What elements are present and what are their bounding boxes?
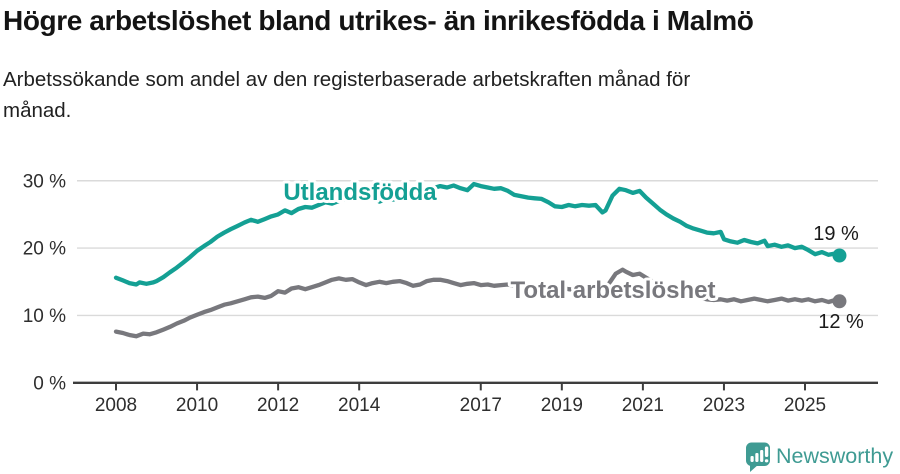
series-end-value-label: 19 % — [813, 223, 859, 245]
bar-chart-speech-bubble-icon — [746, 442, 770, 472]
x-tick-label: 2021 — [622, 395, 664, 416]
x-tick-label: 2017 — [460, 395, 502, 416]
gridlines — [77, 180, 878, 317]
series-end-value-label: 12 % — [818, 311, 864, 333]
series-end-dots — [832, 248, 847, 309]
series-lines — [113, 181, 842, 339]
series-name-label: Utlandsfödda — [283, 179, 437, 206]
y-tick-label: 10 % — [23, 306, 66, 327]
newsworthy-logo: Newsworthy — [746, 442, 893, 472]
y-tick-label: 20 % — [23, 239, 66, 260]
series-name-label: Total arbetslöshet — [511, 277, 716, 304]
x-tick-label: 2008 — [95, 395, 137, 416]
x-axis — [73, 381, 878, 391]
x-tick-label: 2025 — [784, 395, 826, 416]
brand-name: Newsworthy — [776, 444, 893, 468]
x-tick-label: 2019 — [541, 395, 583, 416]
series-end-dot — [832, 248, 847, 263]
y-axis-labels: 0 % 10 % 20 % 30 % — [23, 171, 66, 394]
x-axis-labels: 2008 2010 2012 2014 2017 2019 2021 2023 2025 — [95, 395, 826, 416]
end-value-labels: 19 % 12 % — [813, 223, 864, 333]
x-tick-label: 2012 — [257, 395, 299, 416]
series-end-dot — [832, 294, 847, 309]
chart-title: Högre arbetslöshet bland utrikes- än inr… — [3, 5, 754, 36]
series-line — [113, 267, 842, 339]
y-tick-label: 0 % — [33, 373, 66, 394]
x-tick-label: 2010 — [176, 395, 218, 416]
series-line — [113, 181, 842, 287]
chart-subtitle: Arbetssökande som andel av den registerb… — [3, 68, 691, 123]
series-labels: Utlandsfödda Total arbetslöshet — [280, 176, 718, 307]
y-tick-label: 30 % — [23, 171, 66, 192]
x-tick-label: 2023 — [703, 395, 745, 416]
x-tick-label: 2014 — [338, 395, 381, 416]
